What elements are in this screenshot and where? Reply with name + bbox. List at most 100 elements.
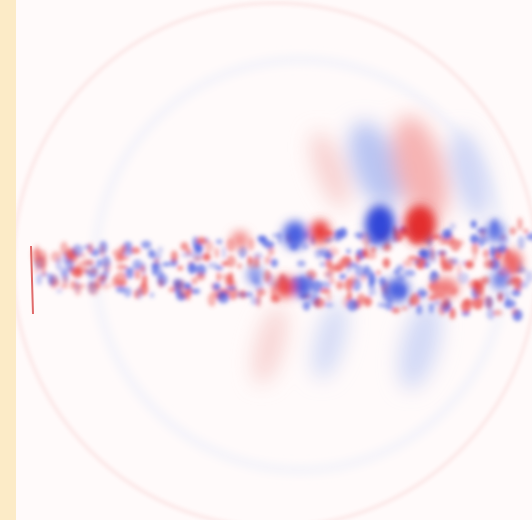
blue-speckle [303, 301, 311, 311]
blue-speckle [157, 246, 163, 253]
blue-speckle [457, 272, 469, 284]
red-speckle [345, 278, 353, 291]
red-speckle [524, 229, 529, 233]
blue-speckle [207, 262, 218, 268]
red-speckle [333, 264, 344, 272]
blue-speckle [477, 235, 489, 245]
red-speckle [196, 273, 205, 281]
blue-speckle [443, 229, 452, 239]
red-speckle [264, 256, 271, 265]
red-speckle [221, 274, 232, 280]
blue-speckle [504, 299, 516, 308]
red-speckle [193, 255, 202, 262]
blue-speckle [418, 291, 428, 295]
wave-field-image [0, 0, 532, 520]
blue-speckle [162, 262, 170, 266]
red-lobe [274, 276, 296, 298]
red-speckle [461, 300, 472, 313]
red-speckle [196, 239, 207, 244]
red-speckle [371, 246, 376, 253]
blue-speckle [511, 289, 521, 296]
blue-speckle [350, 262, 358, 268]
blue-speckle [56, 289, 63, 293]
blue-speckle [471, 220, 477, 228]
blue-speckle [517, 236, 525, 250]
red-speckle [325, 259, 332, 269]
red-speckle [509, 227, 516, 235]
blue-speckle [226, 286, 237, 291]
blue-speckle [97, 259, 102, 268]
blue-speckle [124, 267, 135, 271]
red-speckle [31, 249, 40, 262]
red-speckle [471, 242, 478, 255]
red-speckle [365, 253, 377, 259]
red-speckle [248, 256, 252, 265]
blue-speckle [124, 287, 132, 297]
red-speckle [100, 245, 105, 257]
red-lobe [231, 231, 249, 249]
left-strip [0, 0, 16, 520]
blue-speckle [396, 265, 404, 272]
blue-speckle [319, 281, 331, 289]
red-speckle [517, 217, 522, 230]
red-speckle [185, 292, 190, 301]
blue-speckle [429, 303, 434, 313]
red-speckle [168, 287, 175, 293]
red-lobe [502, 250, 522, 274]
blue-speckle [152, 264, 158, 276]
blue-speckle [462, 260, 466, 265]
blue-lobe [486, 222, 504, 242]
blue-speckle [136, 265, 141, 269]
red-speckle [457, 239, 465, 246]
blue-speckle [319, 248, 330, 257]
red-speckle [214, 248, 219, 259]
red-lobe [431, 278, 459, 298]
red-speckle [326, 293, 332, 302]
blue-speckle [263, 241, 274, 248]
blue-speckle [66, 259, 74, 272]
red-speckle [376, 270, 381, 275]
blue-speckle [431, 270, 436, 276]
red-speckle [82, 259, 94, 266]
red-speckle [135, 269, 141, 280]
red-speckle [73, 267, 84, 279]
red-speckle [177, 266, 183, 271]
blue-lobe [491, 271, 509, 289]
red-speckle [323, 270, 334, 278]
red-speckle [60, 242, 68, 256]
red-speckle [383, 258, 391, 268]
red-speckle [238, 263, 242, 269]
blue-speckle [141, 241, 151, 249]
red-speckle [70, 281, 76, 286]
red-speckle [41, 264, 46, 276]
blue-speckle [213, 283, 221, 291]
blue-speckle [83, 245, 91, 249]
blue-speckle [347, 299, 359, 311]
blue-lobe [294, 276, 312, 298]
red-speckle [122, 245, 126, 254]
blue-speckle [157, 274, 168, 287]
red-speckle [441, 298, 449, 308]
blue-speckle [404, 270, 416, 277]
red-speckle [401, 306, 408, 310]
blue-speckle [151, 252, 161, 261]
blue-speckle [434, 300, 441, 306]
red-speckle [134, 289, 140, 298]
red-speckle [473, 281, 481, 290]
red-speckle [171, 251, 178, 263]
red-speckle [191, 277, 197, 284]
blue-lobe [283, 221, 307, 249]
blue-speckle [334, 229, 340, 235]
blue-speckle [173, 278, 181, 287]
red-speckle [357, 293, 365, 303]
blue-speckle [297, 260, 306, 267]
red-speckle [472, 255, 477, 260]
red-speckle [336, 281, 344, 290]
blue-speckle [369, 272, 376, 286]
blue-speckle [181, 252, 193, 257]
red-speckle [493, 310, 503, 316]
red-speckle [257, 288, 266, 296]
blue-speckle [416, 304, 422, 315]
blue-speckle [324, 303, 333, 308]
red-speckle [115, 254, 124, 263]
